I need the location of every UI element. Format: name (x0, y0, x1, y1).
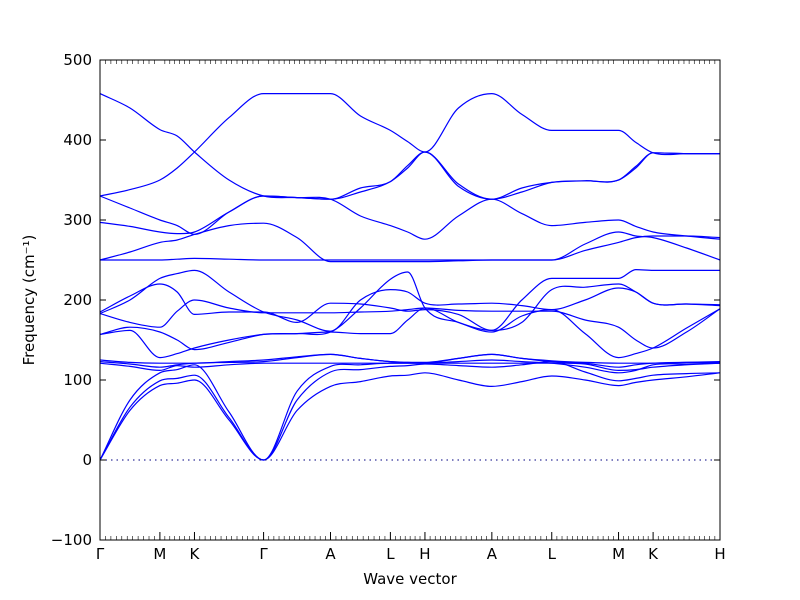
band-10 (99, 269, 721, 332)
band-2 (99, 360, 721, 461)
band-1 (99, 372, 721, 461)
x-tick-label: A (487, 545, 498, 563)
x-tick-label: L (548, 545, 557, 563)
x-tick-label: M (153, 545, 166, 563)
y-tick-label: 100 (63, 371, 92, 389)
x-axis-label: Wave vector (363, 570, 457, 588)
band-13 (100, 231, 721, 261)
y-tick-label: 500 (63, 51, 92, 69)
axis-ticks (99, 59, 721, 541)
y-tick-labels: −100 0 100 200 300 400 500 (51, 51, 92, 549)
y-tick-label: 400 (63, 131, 92, 149)
x-tick-label: K (648, 545, 659, 563)
x-tick-label: A (325, 545, 336, 563)
y-tick-label: −100 (51, 531, 92, 549)
x-tick-label: H (714, 545, 725, 563)
x-tick-label: M (612, 545, 625, 563)
band-12 (99, 222, 721, 263)
band-lines (99, 92, 721, 461)
band-11 (99, 283, 721, 332)
x-tick-label: Γ (259, 545, 268, 563)
band-7 (99, 307, 721, 359)
x-tick-label: Γ (96, 545, 105, 563)
y-tick-label: 200 (63, 291, 92, 309)
y-axis-label: Frequency (cm⁻¹) (20, 235, 38, 366)
band-16 (99, 92, 720, 197)
band-4 (99, 362, 721, 372)
x-tick-label: K (190, 545, 201, 563)
band-6 (99, 353, 721, 364)
x-tick-label: L (386, 545, 395, 563)
x-tick-label: H (419, 545, 430, 563)
band-8 (99, 268, 720, 351)
y-tick-label: 300 (63, 211, 92, 229)
band-14 (99, 195, 721, 240)
band-17 (99, 93, 720, 200)
y-tick-label: 0 (82, 451, 92, 469)
band-9 (99, 299, 721, 349)
